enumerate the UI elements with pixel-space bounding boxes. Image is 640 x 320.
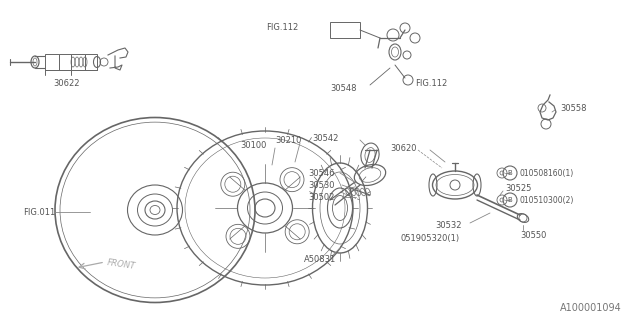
Bar	[45, 54, 59, 70]
Text: 30532: 30532	[435, 220, 461, 229]
Text: FIG.011: FIG.011	[23, 207, 55, 217]
Text: 30530: 30530	[308, 180, 335, 189]
Text: 30542: 30542	[312, 133, 339, 142]
Text: FRONT: FRONT	[106, 259, 136, 271]
Text: 010508160(1): 010508160(1)	[520, 169, 574, 178]
Bar	[59, 54, 71, 70]
Text: 30620: 30620	[390, 143, 417, 153]
Text: FIG.112: FIG.112	[266, 22, 298, 31]
Text: 30558: 30558	[560, 103, 586, 113]
Text: 30622: 30622	[53, 78, 79, 87]
Bar	[330, 22, 360, 38]
Text: 30550: 30550	[520, 230, 547, 239]
Text: B: B	[508, 170, 513, 176]
Bar	[71, 54, 85, 70]
Text: 051905320(1): 051905320(1)	[400, 234, 459, 243]
Text: 30100: 30100	[240, 140, 266, 149]
Bar	[85, 54, 97, 70]
Text: 30548: 30548	[330, 84, 356, 92]
Text: 010510300(2): 010510300(2)	[520, 196, 574, 204]
Text: A50831: A50831	[304, 255, 336, 265]
Text: B: B	[508, 197, 513, 203]
Text: 30546: 30546	[308, 169, 335, 178]
Text: 30210: 30210	[275, 135, 301, 145]
Text: 30502: 30502	[308, 193, 334, 202]
Text: 30525: 30525	[505, 183, 531, 193]
Text: FIG.112: FIG.112	[415, 78, 447, 87]
Text: A100001094: A100001094	[560, 303, 621, 313]
